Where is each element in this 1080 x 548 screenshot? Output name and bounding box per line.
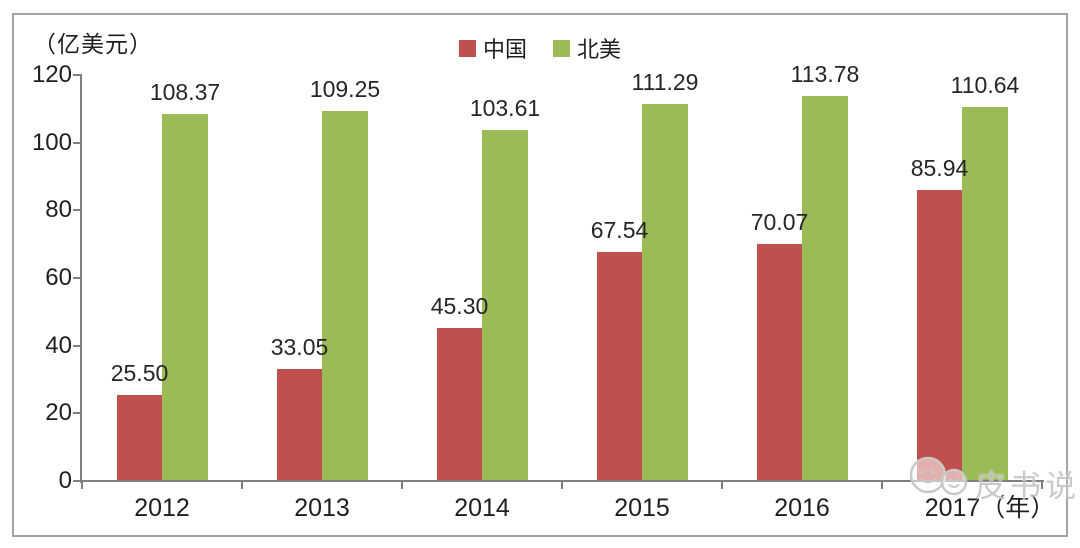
data-label: 33.05 xyxy=(270,334,329,361)
data-label: 110.64 xyxy=(950,71,1020,98)
data-label: 108.37 xyxy=(149,79,221,106)
legend-swatch xyxy=(458,39,476,57)
y-tick xyxy=(73,209,82,212)
data-label: 67.54 xyxy=(590,217,649,244)
y-tick xyxy=(73,141,82,144)
data-label: 45.30 xyxy=(430,292,489,319)
x-axis-label: 2014 xyxy=(454,494,510,522)
x-axis-label: 2012 xyxy=(134,494,190,522)
y-axis-unit-label: （亿美元） xyxy=(33,31,153,57)
x-axis-label: 2013 xyxy=(294,494,350,522)
x-tick xyxy=(721,482,723,489)
y-tick xyxy=(73,480,82,482)
y-tick xyxy=(73,344,82,347)
legend-item-label: 北美 xyxy=(577,37,622,62)
y-tick-label: 100 xyxy=(31,128,72,156)
bar-china xyxy=(917,190,962,481)
legend-item-label: 中国 xyxy=(482,37,527,62)
y-tick xyxy=(73,412,82,415)
legend: 中国 北美 xyxy=(0,32,1080,64)
bar-china xyxy=(117,394,162,481)
x-tick xyxy=(81,482,83,489)
data-label: 70.07 xyxy=(750,208,809,235)
y-axis-line xyxy=(80,75,82,483)
data-label: 25.50 xyxy=(110,359,169,386)
x-axis-label: 2015 xyxy=(614,494,670,522)
bar-china xyxy=(757,243,802,481)
data-label: 109.25 xyxy=(309,76,381,103)
bar-north-america xyxy=(962,106,1008,481)
x-axis-line xyxy=(73,480,1044,482)
y-tick-label: 40 xyxy=(45,331,72,359)
x-axis-label: 2016 xyxy=(774,494,830,522)
data-label: 111.29 xyxy=(631,69,699,96)
legend-item: 中国 xyxy=(458,32,527,64)
x-tick xyxy=(241,482,243,489)
x-tick xyxy=(401,482,403,489)
bar-north-america xyxy=(642,104,688,481)
y-tick-label: 80 xyxy=(45,196,72,224)
x-tick xyxy=(881,482,883,489)
x-tick xyxy=(561,482,563,489)
y-tick xyxy=(73,277,82,279)
bar-china xyxy=(277,369,322,481)
legend-item: 北美 xyxy=(553,32,621,64)
bar-north-america xyxy=(322,111,368,481)
bar-north-america xyxy=(162,114,208,481)
y-tick xyxy=(73,74,82,76)
data-label: 85.94 xyxy=(910,155,969,182)
chart-border xyxy=(12,13,1068,537)
x-axis-label: 2017（年） xyxy=(924,494,1056,522)
y-tick-label: 0 xyxy=(58,467,72,494)
y-tick-label: 20 xyxy=(45,399,72,427)
y-tick-label: 60 xyxy=(45,264,72,291)
bar-north-america xyxy=(482,130,528,481)
x-tick xyxy=(1041,482,1043,489)
bar-china xyxy=(597,252,642,481)
bar-china xyxy=(437,327,482,481)
bar-north-america xyxy=(802,96,848,481)
data-label: 103.61 xyxy=(469,95,541,122)
legend-swatch xyxy=(553,39,570,57)
y-tick-label: 120 xyxy=(31,61,72,88)
data-label: 113.78 xyxy=(790,61,860,88)
